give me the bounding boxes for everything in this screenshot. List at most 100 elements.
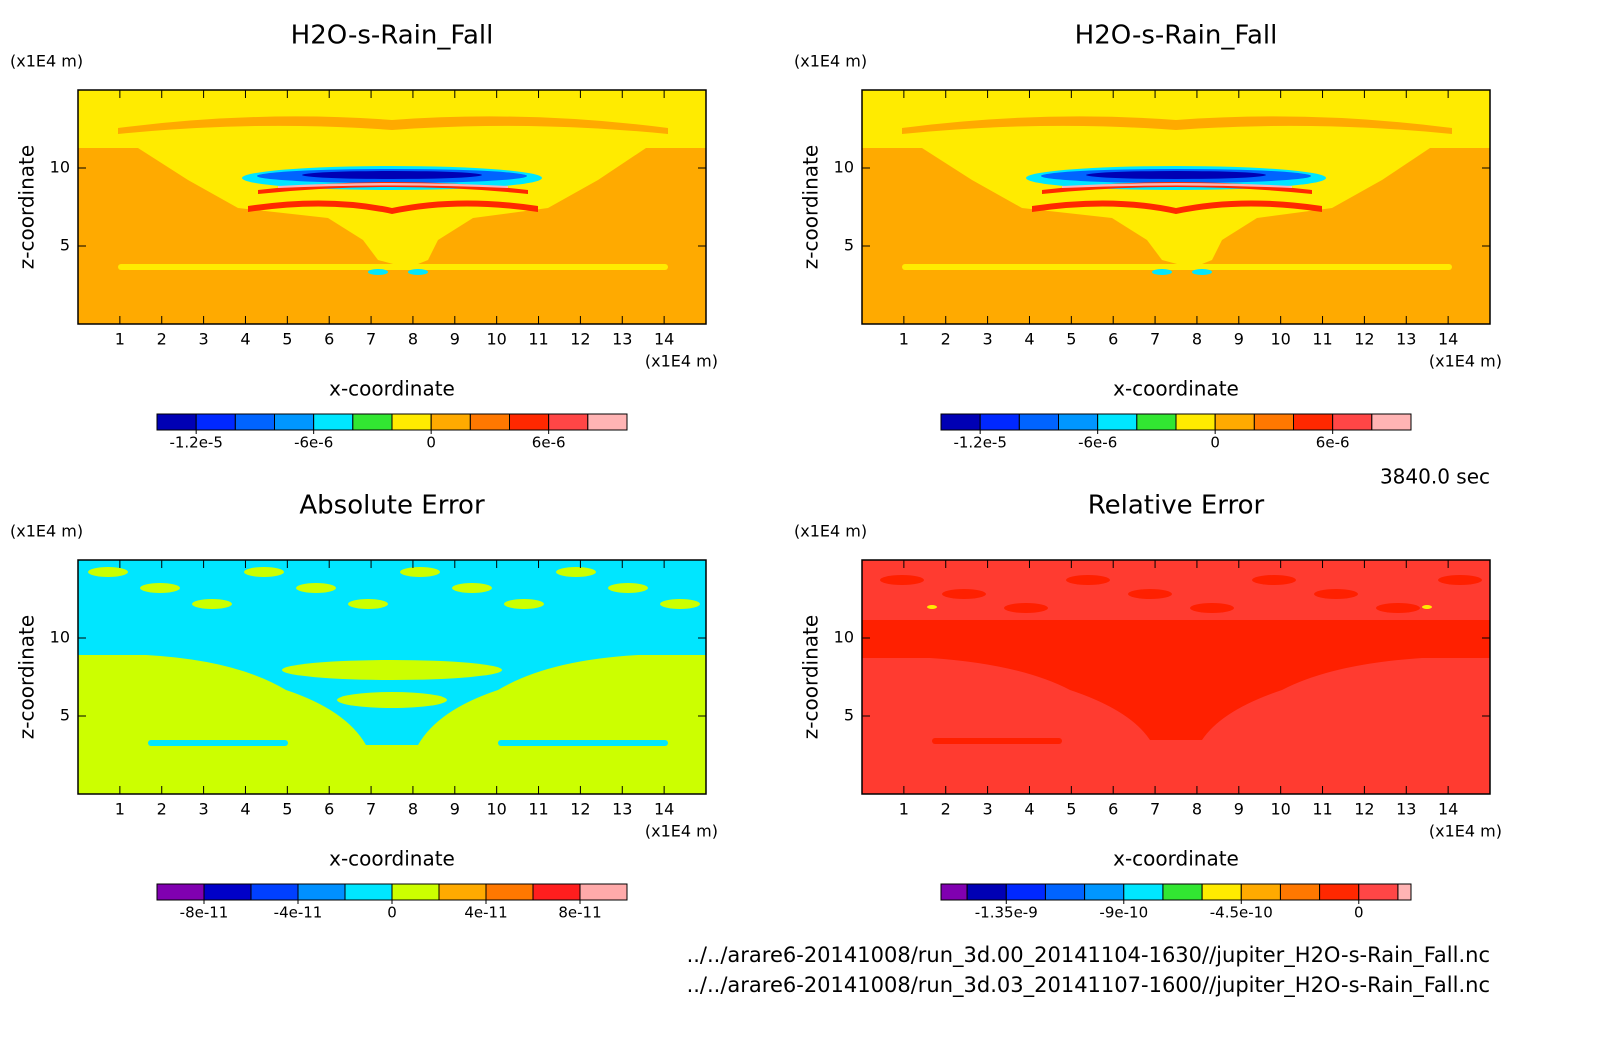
x-tick-label: 10 <box>1270 800 1290 819</box>
plot-frame <box>861 559 1491 795</box>
colorbar-segment <box>1358 883 1399 901</box>
field-region <box>452 583 492 593</box>
x-tick-label: 10 <box>486 330 506 349</box>
x-tick-label: 9 <box>450 800 460 819</box>
field-region <box>902 116 1452 134</box>
colorbar-tick-label: -6e-6 <box>1078 434 1117 452</box>
x-tick-label: 5 <box>282 330 292 349</box>
field-region <box>660 599 700 609</box>
colorbar-tick-label: 0 <box>387 904 397 922</box>
field-region <box>862 620 1490 740</box>
colorbar-segment <box>966 883 1007 901</box>
colorbar-segment <box>313 413 354 431</box>
colorbar-segment <box>274 413 315 431</box>
contour-field <box>78 90 706 324</box>
x-tick-label: 1 <box>115 800 125 819</box>
colorbar-tick-label: 0 <box>1210 434 1220 452</box>
x-tick-label: 3 <box>983 800 993 819</box>
chart-title: H2O-s-Rain_Fall <box>291 21 494 51</box>
x-tick-label: 11 <box>1312 800 1332 819</box>
x-tick-label: 2 <box>941 800 951 819</box>
field-region <box>1004 603 1048 613</box>
field-region <box>556 567 596 577</box>
colorbar-segment <box>438 883 487 901</box>
field-region <box>1192 269 1212 275</box>
field-region <box>337 692 447 708</box>
x-tick-label: 14 <box>1438 330 1458 349</box>
field-region <box>78 90 706 148</box>
colorbar-segment <box>1201 883 1242 901</box>
colorbar-segment <box>979 413 1020 431</box>
x-axis-label: x-coordinate <box>329 377 455 401</box>
y-axis-label: z-coordinate <box>15 145 39 269</box>
x-tick-label: 11 <box>1312 330 1332 349</box>
colorbar-segment <box>1371 413 1412 431</box>
x-tick-label: 8 <box>408 800 418 819</box>
field-region <box>1032 200 1322 214</box>
colorbar-segment <box>1175 413 1216 431</box>
colorbar-tick-label: -1.2e-5 <box>169 434 222 452</box>
x-tick-label: 8 <box>1192 330 1202 349</box>
x-tick-label: 6 <box>324 800 334 819</box>
colorbar-tick-label: 4e-11 <box>464 904 507 922</box>
colorbar-segment <box>469 413 511 431</box>
x-tick-label: 2 <box>941 330 951 349</box>
field-region <box>1152 269 1172 275</box>
field-region <box>118 264 668 270</box>
y-unit: (x1E4 m) <box>10 522 83 541</box>
colorbar-segment <box>344 883 393 901</box>
x-tick-label: 14 <box>654 330 674 349</box>
field-region <box>302 171 482 179</box>
x-tick-label: 4 <box>1024 800 1034 819</box>
time-label: 3840.0 sec <box>1380 465 1490 489</box>
colorbar-tick-label: -8e-11 <box>180 904 229 922</box>
y-unit: (x1E4 m) <box>10 52 83 71</box>
field-region <box>932 738 1062 744</box>
colorbar-segment <box>1319 883 1360 901</box>
field-region <box>192 599 232 609</box>
x-tick-label: 5 <box>1066 330 1076 349</box>
x-tick-label: 5 <box>282 800 292 819</box>
x-unit: (x1E4 m) <box>1429 352 1502 371</box>
x-tick-label: 13 <box>612 800 632 819</box>
field-region <box>248 200 538 214</box>
x-tick-label: 7 <box>366 800 376 819</box>
colorbar-segment <box>579 883 628 901</box>
x-tick-label: 13 <box>1396 800 1416 819</box>
field-region <box>942 589 986 599</box>
colorbar-tick-label: 0 <box>426 434 436 452</box>
field-region <box>88 567 128 577</box>
y-tick-label: 10 <box>50 628 70 647</box>
x-tick-label: 13 <box>612 330 632 349</box>
file-path: ../../arare6-20141008/run_3d.03_20141107… <box>687 973 1490 998</box>
x-tick-label: 12 <box>1354 330 1374 349</box>
field-region <box>608 583 648 593</box>
field-region <box>1128 589 1172 599</box>
field-region <box>880 575 924 585</box>
x-tick-label: 6 <box>324 330 334 349</box>
colorbar-tick-label: -4.5e-10 <box>1210 904 1273 922</box>
colorbar-segment <box>1044 883 1086 901</box>
y-tick-label: 5 <box>844 706 854 725</box>
x-tick-label: 8 <box>408 330 418 349</box>
x-tick-label: 4 <box>240 800 250 819</box>
x-tick-label: 2 <box>157 330 167 349</box>
field-region <box>140 583 180 593</box>
colorbar-tick-label: -9e-10 <box>1099 904 1148 922</box>
colorbar-segment <box>234 413 275 431</box>
x-tick-label: 9 <box>450 330 460 349</box>
contour-field <box>862 90 1490 324</box>
colorbar-segment <box>532 883 581 901</box>
x-tick-label: 3 <box>199 800 209 819</box>
colorbar-segment <box>1253 413 1295 431</box>
x-tick-label: 9 <box>1234 800 1244 819</box>
colorbar-segment <box>485 883 534 901</box>
y-tick-label: 5 <box>844 236 854 255</box>
field-region <box>78 560 706 745</box>
x-tick-label: 11 <box>528 330 548 349</box>
x-tick-label: 9 <box>1234 330 1244 349</box>
chart-title: H2O-s-Rain_Fall <box>1075 21 1278 51</box>
colorbar-segment <box>1097 413 1138 431</box>
y-tick-label: 10 <box>50 158 70 177</box>
